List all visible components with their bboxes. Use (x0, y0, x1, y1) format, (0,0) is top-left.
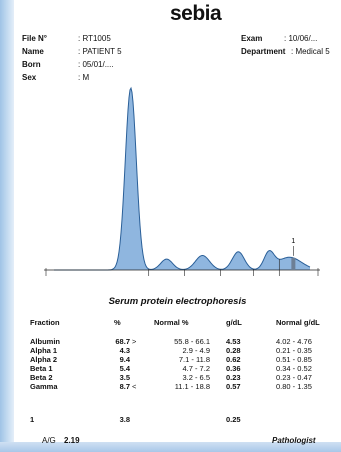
chart-title: Serum protein electrophoresis (108, 296, 247, 307)
row-gdl: 4.53 (226, 337, 241, 346)
row-normal-pct: 3.2 - 6.5 (182, 373, 210, 382)
department-label: Department (241, 47, 286, 56)
row-normal-gdl: 0.51 - 0.85 (276, 355, 312, 364)
row-pct: 9.4 (119, 355, 130, 364)
side-strip (0, 0, 14, 452)
row-gdl: 0.36 (226, 364, 241, 373)
row-fraction: Beta 2 (30, 373, 53, 382)
row-gdl: 0.57 (226, 382, 241, 391)
file-label: File N° (22, 34, 47, 43)
row-normal-gdl: 0.23 - 0.47 (276, 373, 312, 382)
col-header-normal-gdl: Normal g/dL (276, 318, 320, 327)
row-normal-pct: 4.7 - 7.2 (182, 364, 210, 373)
col-header-pct: % (114, 318, 121, 327)
row-flag: < (132, 382, 137, 391)
exam-value: : 10/06/... (284, 34, 318, 43)
row-normal-gdl: 0.80 - 1.35 (276, 382, 312, 391)
row-normal-pct: 7.1 - 11.8 (178, 355, 210, 364)
name-value: : PATIENT 5 (78, 47, 122, 56)
electrophoresis-chart: 1 (44, 86, 320, 276)
extra-row-fraction: 1 (30, 415, 35, 424)
row-normal-pct: 2.9 - 4.9 (182, 346, 210, 355)
bottom-strip (0, 442, 341, 452)
ag-value: 2.19 (64, 436, 80, 445)
file-value: : RT1005 (78, 34, 111, 43)
fraction-separators (45, 259, 319, 276)
row-pct: 3.5 (119, 373, 130, 382)
name-label: Name (22, 47, 44, 56)
protein-curve-line (54, 86, 311, 271)
sex-value: : M (78, 73, 90, 82)
exam-label: Exam (241, 34, 263, 43)
pathologist-label: Pathologist (272, 436, 316, 445)
brand-logo: sebia (170, 2, 222, 25)
row-fraction: Albumin (30, 337, 60, 346)
row-pct: 8.7 (119, 382, 130, 391)
extra-row-gdl: 0.25 (226, 415, 241, 424)
row-fraction: Alpha 2 (30, 355, 58, 364)
row-normal-gdl: 4.02 - 4.76 (276, 337, 312, 346)
row-normal-pct: 55.8 - 66.1 (174, 337, 210, 346)
born-value: : 05/01/.... (78, 60, 114, 69)
col-header-gdl: g/dL (226, 318, 242, 327)
row-pct: 4.3 (119, 346, 130, 355)
department-value: : Medical 5 (291, 47, 330, 56)
row-flag: > (132, 337, 137, 346)
report-sheet: sebia File N° : RT1005 Name : PATIENT 5 … (14, 0, 341, 445)
row-fraction: Beta 1 (30, 364, 53, 373)
row-pct: 5.4 (119, 364, 130, 373)
col-header-fraction: Fraction (30, 318, 60, 327)
row-normal-pct: 11.1 - 18.8 (174, 382, 210, 391)
row-gdl: 0.23 (226, 373, 241, 382)
row-pct: 68.7 (115, 337, 130, 346)
ag-label: A/G (42, 436, 56, 445)
row-fraction: Gamma (30, 382, 58, 391)
annotation-label: 1 (291, 238, 295, 245)
row-normal-gdl: 0.21 - 0.35 (276, 346, 312, 355)
row-gdl: 0.28 (226, 346, 241, 355)
sex-label: Sex (22, 73, 37, 82)
row-fraction: Alpha 1 (30, 346, 58, 355)
row-normal-gdl: 0.34 - 0.52 (276, 364, 312, 373)
extra-row-pct: 3.8 (119, 415, 130, 424)
row-gdl: 0.62 (226, 355, 241, 364)
born-label: Born (22, 60, 41, 69)
m-spike-marker (291, 257, 296, 270)
col-header-normal-pct: Normal % (154, 318, 189, 327)
protein-curve-fill (54, 88, 310, 270)
